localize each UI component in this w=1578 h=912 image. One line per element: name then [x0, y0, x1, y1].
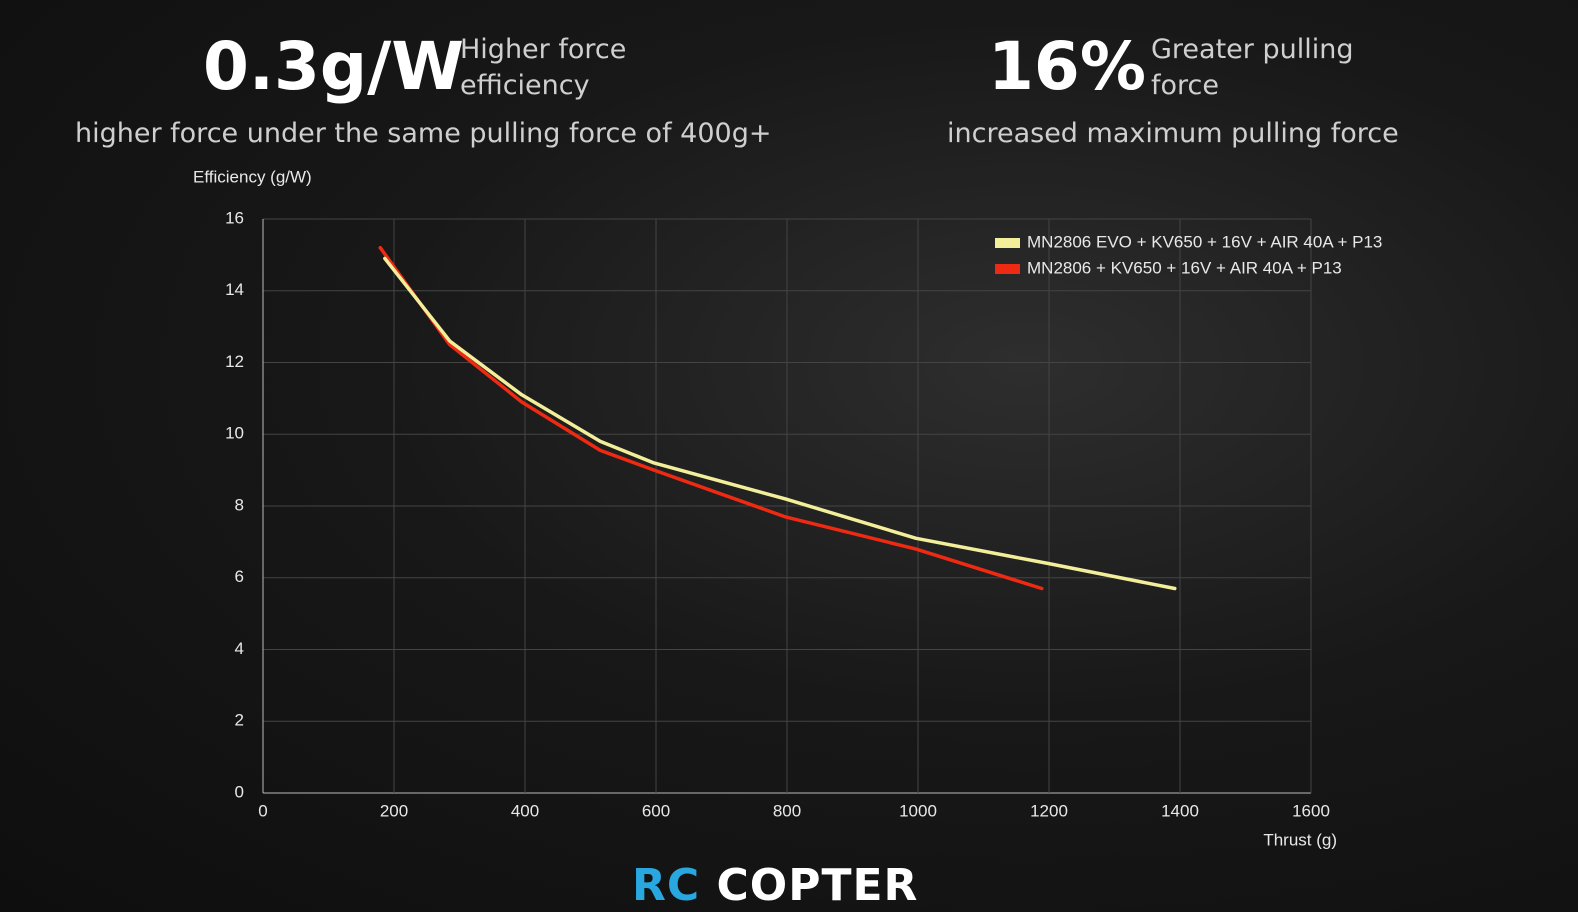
legend-swatch	[995, 238, 1020, 248]
legend-label: MN2806 + KV650 + 16V + AIR 40A + P13	[1027, 258, 1342, 277]
series-line	[383, 256, 1177, 591]
x-tick-label: 600	[642, 801, 670, 820]
x-tick-label: 0	[258, 801, 267, 820]
y-tick-label: 8	[235, 495, 244, 514]
x-tick-label: 1200	[1030, 801, 1068, 820]
headline-figure: 0.3g/W	[203, 28, 465, 105]
caption-line: force	[1151, 70, 1219, 101]
y-tick-label: 6	[235, 567, 244, 586]
x-tick-label: 400	[511, 801, 539, 820]
caption-line: Higher force	[460, 34, 627, 65]
y-tick-label: 2	[235, 711, 244, 730]
headline-caption: Higher force efficiency	[460, 32, 626, 104]
x-tick-label: 200	[380, 801, 408, 820]
headline-figure: 16%	[988, 28, 1146, 105]
logo: RC COPTER	[632, 860, 918, 911]
x-tick-label: 800	[773, 801, 801, 820]
series-line	[378, 245, 1044, 591]
x-tick-label: 1400	[1161, 801, 1199, 820]
logo-text: COPTER	[716, 860, 919, 911]
y-tick-label: 12	[225, 352, 244, 371]
y-tick-label: 0	[235, 782, 244, 801]
x-tick-label: 1600	[1292, 801, 1330, 820]
logo-text: RC	[632, 860, 701, 911]
y-tick-label: 4	[235, 639, 244, 658]
x-axis-label: Thrust (g)	[1263, 830, 1337, 849]
caption-line: efficiency	[460, 70, 590, 101]
y-axis-label: Efficiency (g/W)	[193, 167, 312, 186]
caption-line: Greater pulling	[1151, 34, 1354, 65]
subtitle: higher force under the same pulling forc…	[75, 118, 772, 149]
y-tick-label: 10	[225, 424, 244, 443]
legend-label: MN2806 EVO + KV650 + 16V + AIR 40A + P13	[1027, 232, 1382, 251]
legend-swatch	[995, 264, 1020, 274]
y-tick-label: 14	[225, 280, 244, 299]
headline-caption: Greater pulling force	[1151, 32, 1353, 104]
x-tick-label: 1000	[899, 801, 937, 820]
y-tick-label: 16	[225, 208, 244, 227]
subtitle: increased maximum pulling force	[947, 118, 1399, 149]
